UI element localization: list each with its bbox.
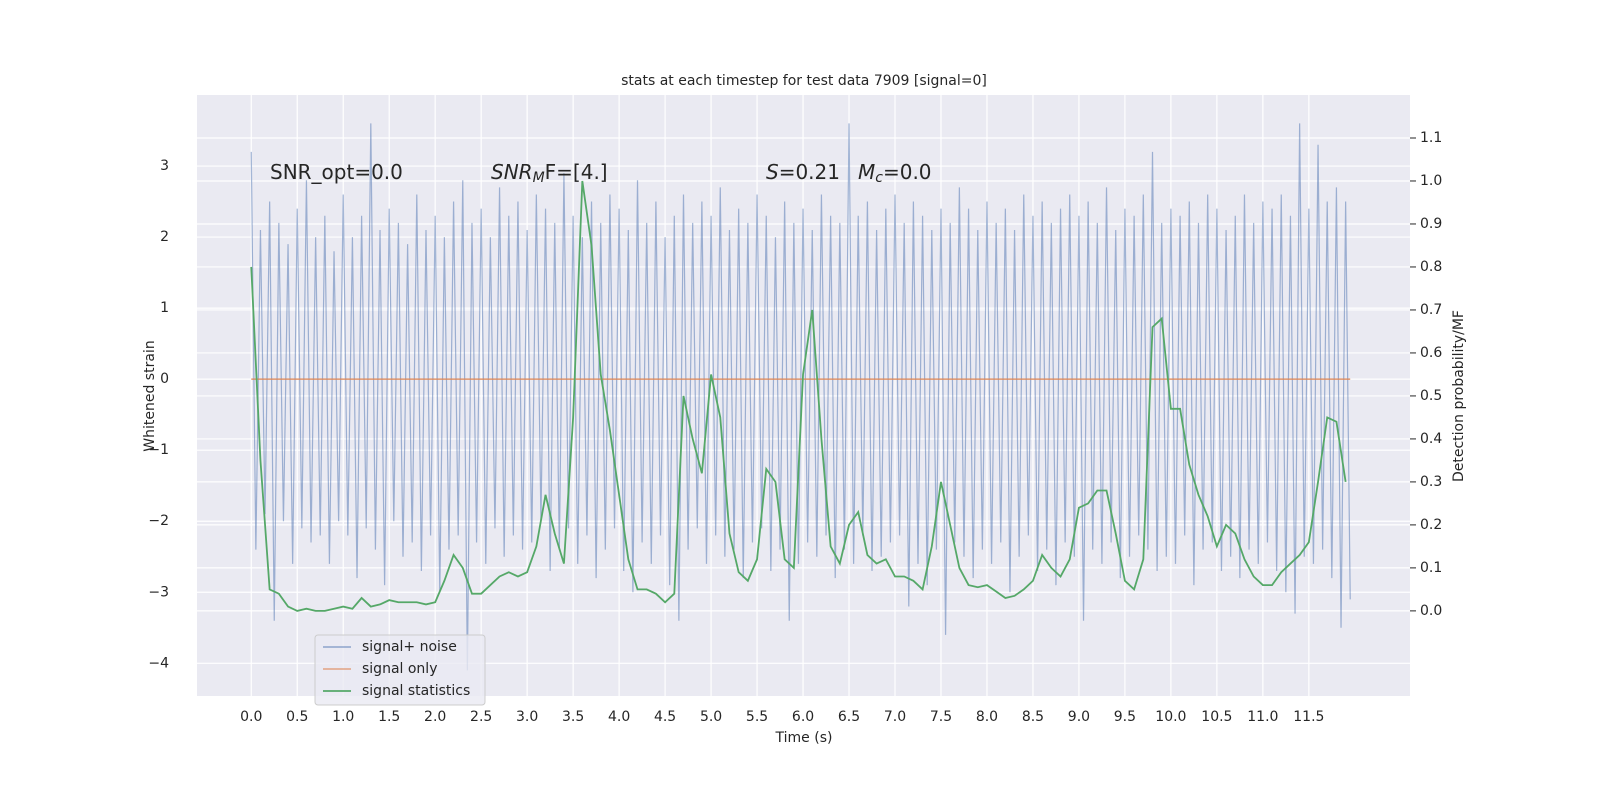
y2-tick-label: 0.7 <box>1420 302 1442 318</box>
y2-tick-label: 0.9 <box>1420 216 1442 232</box>
x-tick-label: 5.0 <box>700 709 722 725</box>
x-tick-label: 3.0 <box>516 709 538 725</box>
y2-tick-label: 0.1 <box>1420 560 1442 576</box>
annotation-part: M <box>533 170 545 186</box>
x-tick-label: 7.0 <box>884 709 906 725</box>
legend-label: signal statistics <box>362 683 470 699</box>
y-tick-label: −2 <box>148 513 169 529</box>
series-line <box>250 180 1347 612</box>
x-tick-label: 6.5 <box>838 709 860 725</box>
x-tick-label: 2.0 <box>424 709 446 725</box>
y2-tick-label: 1.0 <box>1420 173 1442 189</box>
x-tick-label: 3.5 <box>562 709 584 725</box>
y2-tick-label: 0.0 <box>1420 603 1442 619</box>
legend-label: signal only <box>362 661 437 677</box>
chart-title: stats at each timestep for test data 790… <box>621 73 987 89</box>
y-tick-label: −4 <box>148 655 169 671</box>
x-tick-label: 2.5 <box>470 709 492 725</box>
annotation-part: M <box>858 160 875 184</box>
x-tick-label: 10.5 <box>1201 709 1232 725</box>
x-tick-label: 0.5 <box>286 709 308 725</box>
x-tick-label: 4.5 <box>654 709 676 725</box>
x-tick-label: 7.5 <box>930 709 952 725</box>
x-tick-label: 8.5 <box>1022 709 1044 725</box>
y2-tick-label: 0.5 <box>1420 388 1442 404</box>
y-tick-label: 0 <box>160 371 169 387</box>
y-tick-label: 1 <box>160 300 169 316</box>
x-tick-label: 9.0 <box>1068 709 1090 725</box>
y-tick-label: −1 <box>148 442 169 458</box>
x-tick-label: 8.0 <box>976 709 998 725</box>
x-tick-label: 6.0 <box>792 709 814 725</box>
legend: signal+ noise signal only signal statistic… <box>314 634 486 706</box>
y2-tick-label: 1.1 <box>1420 130 1442 146</box>
y2-tick-label: 0.3 <box>1420 474 1442 490</box>
y2-tick-label: 0.4 <box>1420 431 1442 447</box>
x-tick-label: 10.0 <box>1155 709 1186 725</box>
annotation: SNRMF=[4.] <box>491 160 608 187</box>
annotation: Mc=0.0 <box>858 160 932 187</box>
y2-axis-label: Detection probability/MF <box>1451 310 1467 482</box>
x-tick-label: 5.5 <box>746 709 768 725</box>
y-tick-label: −3 <box>148 584 169 600</box>
legend-box <box>314 634 486 706</box>
y2-tick-label: 0.2 <box>1420 517 1442 533</box>
annotation-part: F=[4.] <box>545 160 608 184</box>
x-tick-label: 4.0 <box>608 709 630 725</box>
y-tick-label: 2 <box>160 229 169 245</box>
annotation-part: =0.0 <box>883 160 932 184</box>
x-tick-label: 1.0 <box>332 709 354 725</box>
annotation-part: SNR <box>491 160 533 184</box>
annotation-part: S <box>766 160 779 184</box>
plot <box>250 123 1351 671</box>
x-tick-label: 1.5 <box>378 709 400 725</box>
x-tick-label: 11.0 <box>1247 709 1278 725</box>
annotation: S=0.21 <box>766 160 840 184</box>
annotation-part: c <box>875 170 883 186</box>
annotation-part: SNR_opt=0.0 <box>270 160 403 184</box>
x-tick-label: 9.5 <box>1114 709 1136 725</box>
legend-label: signal+ noise <box>362 639 457 655</box>
annotation-part: =0.21 <box>779 160 840 184</box>
axes: 0.0 0.5 1.0 1.5 2.0 2.5 3.0 3.5 4.0 4.5 5.0 5.5 6.0 6… <box>148 130 1442 725</box>
x-axis-label: Time (s) <box>775 730 833 746</box>
annotation: SNR_opt=0.0 <box>270 160 403 184</box>
y-tick-label: 3 <box>160 158 169 174</box>
y2-tick-label: 0.8 <box>1420 259 1442 275</box>
x-tick-label: 0.0 <box>240 709 262 725</box>
series-line <box>250 123 1351 671</box>
y-axis-label: Whitened strain <box>142 340 158 451</box>
x-tick-label: 11.5 <box>1293 709 1324 725</box>
y2-tick-label: 0.6 <box>1420 345 1442 361</box>
